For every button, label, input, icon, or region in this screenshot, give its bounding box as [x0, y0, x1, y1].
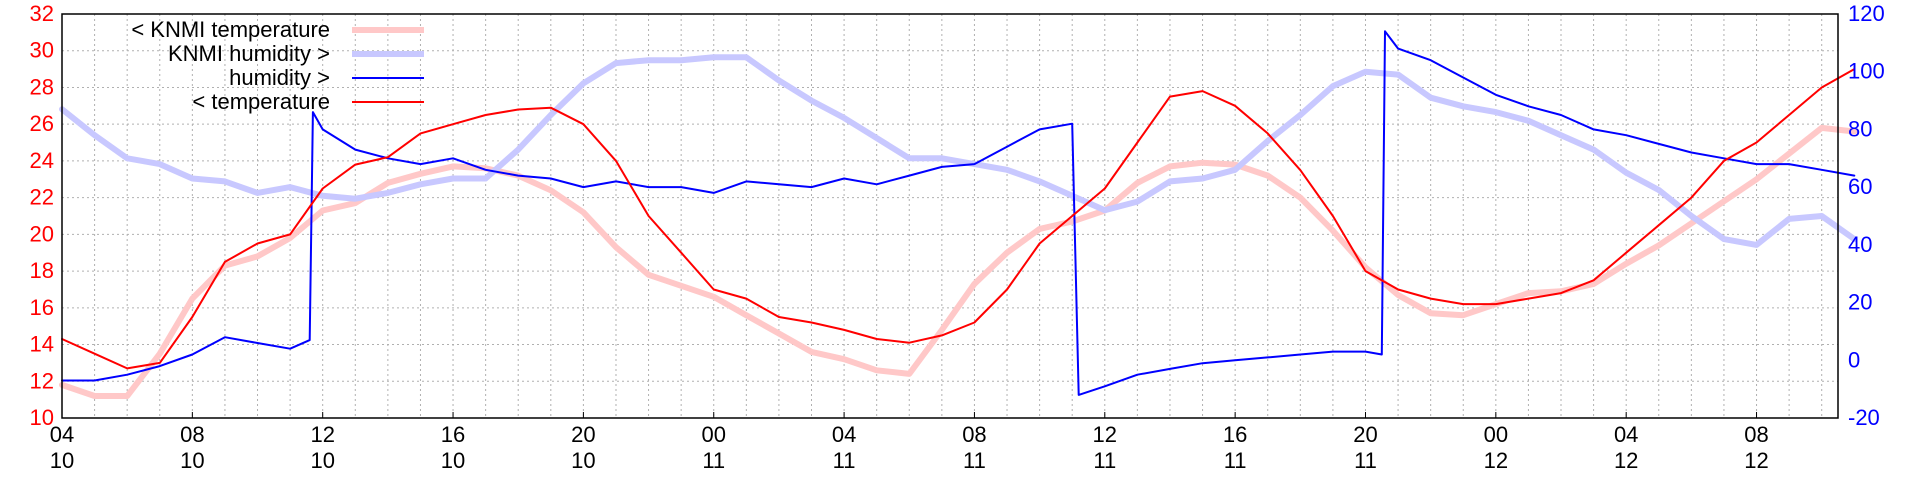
y-left-tick-label: 18	[30, 258, 54, 283]
y-left-tick-label: 16	[30, 295, 54, 320]
y-right-tick-label: 80	[1848, 116, 1872, 141]
x-tick-day-label: 11	[702, 448, 725, 473]
x-tick-hour-label: 20	[571, 422, 595, 447]
y-right-tick-label: 120	[1848, 1, 1885, 26]
x-axis: 0410081012101610201000110411081112111611…	[50, 412, 1769, 473]
legend-label-1: KNMI humidity >	[168, 41, 330, 66]
y-left-tick-label: 14	[30, 332, 54, 357]
x-tick-day-label: 11	[1093, 448, 1116, 473]
y-left-tick-label: 24	[30, 148, 54, 173]
legend-label-2: humidity >	[229, 65, 330, 90]
series-line-3	[61, 68, 1856, 370]
y-right-tick-label: 100	[1848, 59, 1885, 84]
x-tick-hour-label: 00	[702, 422, 726, 447]
x-tick-hour-label: 20	[1353, 422, 1377, 447]
y-left-tick-label: 22	[30, 185, 54, 210]
x-tick-hour-label: 16	[441, 422, 465, 447]
x-tick-hour-label: 16	[1223, 422, 1247, 447]
y-left-tick-label: 12	[30, 368, 54, 393]
x-tick-day-label: 10	[441, 448, 465, 473]
plot-frame	[61, 13, 1839, 419]
x-tick-day-label: 12	[1744, 448, 1768, 473]
grid-lines	[61, 13, 1838, 419]
x-tick-day-label: 10	[310, 448, 334, 473]
y-left-tick-label: 28	[30, 74, 54, 99]
legend-label-3: < temperature	[192, 89, 330, 114]
y-left-tick-label: 10	[30, 405, 54, 430]
x-tick-day-label: 10	[50, 448, 74, 473]
x-tick-hour-label: 08	[1744, 422, 1768, 447]
x-tick-day-label: 11	[833, 448, 856, 473]
y-axis-right: -20 0 20 40 60 80 100 120	[1848, 1, 1885, 430]
x-tick-day-label: 12	[1614, 448, 1638, 473]
x-tick-hour-label: 08	[962, 422, 986, 447]
x-tick-day-label: 11	[1224, 448, 1247, 473]
x-tick-day-label: 10	[180, 448, 204, 473]
y-right-tick-label: 60	[1848, 174, 1872, 199]
x-tick-day-label: 10	[571, 448, 595, 473]
series-line-2	[61, 30, 1856, 396]
series-line-1	[59, 54, 1858, 248]
x-tick-hour-label: 08	[180, 422, 204, 447]
y-left-tick-label: 30	[30, 38, 54, 63]
y-right-tick-label: 40	[1848, 232, 1872, 257]
x-tick-hour-label: 04	[1614, 422, 1638, 447]
x-tick-day-label: 12	[1484, 448, 1508, 473]
x-tick-hour-label: 12	[310, 422, 334, 447]
y-left-tick-label: 32	[30, 1, 54, 26]
x-tick-day-label: 11	[963, 448, 986, 473]
series-layer	[59, 30, 1858, 399]
y-right-tick-label: 20	[1848, 290, 1872, 315]
y-left-tick-label: 26	[30, 111, 54, 136]
x-tick-hour-label: 12	[1093, 422, 1117, 447]
x-tick-hour-label: 00	[1484, 422, 1508, 447]
y-right-tick-label: 0	[1848, 347, 1860, 372]
x-tick-day-label: 11	[1354, 448, 1377, 473]
y-axis-left: 10 12 14 16 18 20 22 24 26 28 30 32	[30, 1, 54, 430]
y-left-tick-label: 20	[30, 221, 54, 246]
y-right-tick-label: -20	[1848, 405, 1880, 430]
legend-label-0: < KNMI temperature	[131, 17, 330, 42]
x-tick-hour-label: 04	[50, 422, 74, 447]
x-tick-hour-label: 04	[832, 422, 856, 447]
